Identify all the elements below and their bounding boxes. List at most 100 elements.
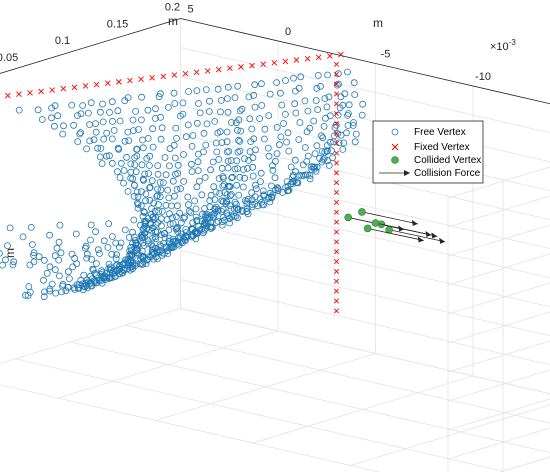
free-vertex — [103, 152, 110, 160]
fixed-vertex — [333, 160, 340, 166]
free-vertex — [46, 231, 53, 239]
fixed-vertex — [338, 51, 344, 58]
free-vertex — [241, 197, 249, 204]
free-vertex — [334, 130, 342, 138]
free-vertex — [184, 201, 192, 209]
free-vertex — [194, 158, 202, 166]
free-vertex — [188, 142, 196, 150]
free-vertex — [172, 124, 180, 132]
free-vertex — [224, 182, 232, 190]
fixed-vertex — [227, 65, 233, 72]
free-vertex — [223, 128, 231, 136]
fixed-vertex — [93, 81, 100, 88]
free-vertex — [99, 118, 107, 126]
free-vertex — [133, 188, 141, 196]
free-vertex — [124, 257, 131, 265]
free-vertex — [92, 128, 100, 136]
fixed-vertex — [104, 80, 111, 87]
free-vertex — [251, 181, 259, 189]
legend: Free Vertex Fixed Vertex Collided Vertex… — [372, 120, 484, 184]
free-vertex — [303, 158, 311, 165]
free-vertex — [55, 238, 63, 246]
free-vertex — [121, 226, 129, 234]
free-vertex — [194, 167, 202, 175]
free-vertex — [238, 208, 246, 215]
free-vertex — [159, 179, 167, 187]
free-vertex — [110, 126, 118, 134]
free-vertex — [158, 124, 166, 132]
free-vertex — [269, 166, 277, 174]
free-vertex — [179, 99, 187, 107]
free-vertex — [58, 288, 66, 296]
free-vertex — [201, 205, 209, 212]
grid-line — [125, 324, 550, 424]
fixed-vertex — [16, 91, 22, 97]
free-vertex — [214, 206, 222, 214]
free-vertex — [198, 191, 206, 199]
free-vertex — [211, 196, 219, 204]
free-vertex — [289, 178, 297, 186]
free-vertex — [230, 212, 238, 220]
free-vertex — [273, 124, 281, 131]
x-tick-label: 0.1 — [55, 35, 70, 47]
free-vertex — [252, 146, 259, 154]
collided-vertex — [371, 219, 380, 227]
free-vertex — [202, 213, 210, 221]
free-vertex — [290, 74, 297, 82]
free-vertex — [281, 111, 289, 118]
free-vertex — [114, 168, 121, 176]
grid-line — [180, 192, 550, 279]
free-vertex — [291, 156, 299, 164]
free-vertex — [343, 129, 350, 137]
free-vertex — [182, 233, 190, 241]
y-tick-label: -5 — [381, 49, 391, 61]
z-axis-label: m — [3, 248, 17, 258]
free-vertex — [268, 194, 276, 202]
free-vertex — [313, 163, 321, 171]
free-vertex — [227, 205, 235, 213]
grid-line — [180, 308, 550, 395]
fixed-vertex — [333, 180, 340, 186]
free-vertex — [124, 187, 132, 195]
grid-line — [447, 253, 550, 286]
free-vertex — [329, 154, 337, 162]
free-vertex — [48, 114, 55, 122]
free-vertex — [158, 207, 166, 215]
collision-force-arrow — [389, 229, 446, 244]
free-vertex — [231, 94, 239, 101]
free-vertex — [218, 164, 226, 172]
free-vertex — [266, 90, 274, 98]
free-vertex — [104, 243, 112, 251]
free-vertex — [65, 268, 72, 276]
free-vertex — [207, 166, 215, 174]
grid-line — [499, 456, 550, 472]
free-vertex — [138, 188, 145, 196]
free-vertex — [212, 219, 220, 226]
free-vertex — [238, 105, 246, 113]
free-vertex — [314, 72, 322, 79]
fixed-vertex — [333, 298, 340, 304]
free-vertex — [155, 93, 163, 101]
free-vertex — [116, 243, 123, 251]
free-vertex — [165, 194, 173, 202]
free-vertex — [306, 175, 314, 183]
free-vertex — [87, 272, 94, 280]
free-vertex — [34, 106, 42, 114]
free-vertex — [211, 205, 219, 213]
free-vertex — [226, 219, 234, 227]
free-vertex — [337, 93, 345, 101]
free-vertex — [235, 136, 242, 144]
free-vertex — [236, 147, 244, 155]
free-vertex — [332, 121, 340, 129]
fixed-vertex — [193, 69, 200, 76]
free-vertex — [114, 107, 122, 115]
collided-vertex — [358, 208, 366, 216]
axis-labels: m m m ×10-3 — [3, 14, 516, 258]
fixed-vertex — [333, 199, 340, 205]
free-vertex — [317, 82, 324, 90]
free-vertex — [66, 275, 73, 283]
free-vertex — [210, 212, 218, 220]
free-vertex — [148, 177, 156, 185]
free-vertex — [311, 150, 319, 158]
free-vertex — [219, 182, 227, 190]
